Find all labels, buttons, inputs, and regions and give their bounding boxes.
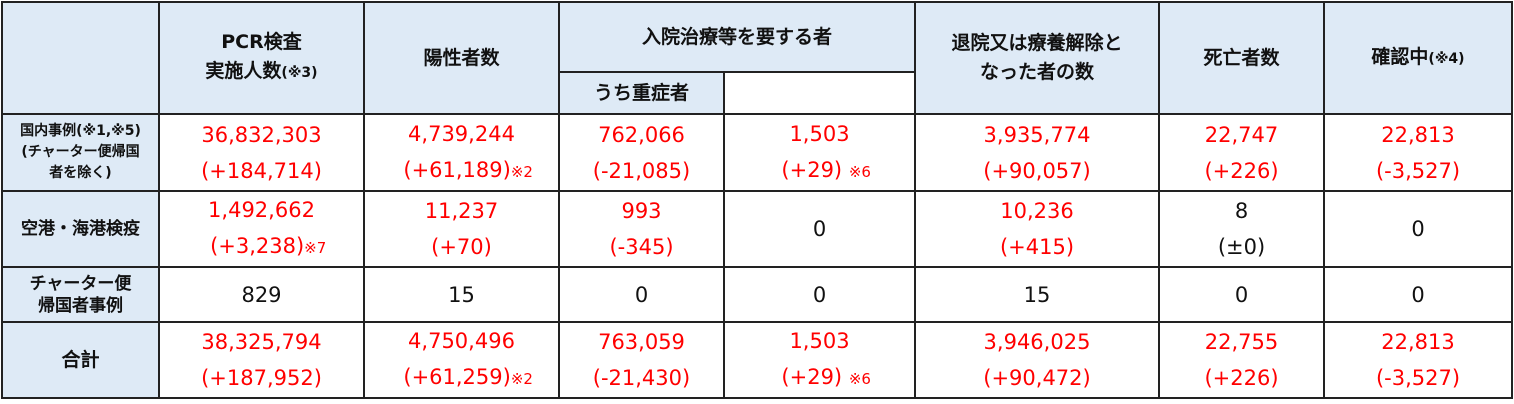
table-row-total: 合計 38,325,794 (+187,952) 4,750,496 (+61,2… bbox=[1, 321, 1513, 399]
cell-positive: 4,739,244 (+61,189)※2 bbox=[363, 113, 560, 192]
cell-hospital: 0 bbox=[558, 266, 725, 323]
cell-confirming: 0 bbox=[1323, 190, 1513, 268]
cell-pcr: 829 bbox=[158, 266, 365, 323]
cell-pcr: 1,492,662 (+3,238)※7 bbox=[158, 190, 365, 268]
cell-discharged: 3,946,025 (+90,472) bbox=[914, 321, 1160, 399]
cell-pcr: 36,832,303 (+184,714) bbox=[158, 113, 365, 192]
cell-hospital: 762,066 (-21,085) bbox=[558, 113, 725, 192]
cell-confirming: 22,813 (-3,527) bbox=[1323, 321, 1513, 399]
cell-pcr: 38,325,794 (+187,952) bbox=[158, 321, 365, 399]
cell-deaths: 22,747 (+226) bbox=[1158, 113, 1325, 192]
table-row-charter: チャーター便 帰国者事例 829 15 0 0 15 0 0 bbox=[1, 266, 1513, 323]
cell-confirming: 0 bbox=[1323, 266, 1513, 323]
table-row-quarantine: 空港・海港検疫 1,492,662 (+3,238)※7 11,237 (+70)… bbox=[1, 190, 1513, 268]
cell-confirming: 22,813 (-3,527) bbox=[1323, 113, 1513, 192]
cell-deaths: 0 bbox=[1158, 266, 1325, 323]
cell-severe: 1,503 (+29) ※6 bbox=[723, 321, 916, 399]
cell-deaths: 8 (±0) bbox=[1158, 190, 1325, 268]
cell-severe: 0 bbox=[723, 266, 916, 323]
header-confirming: 確認中(※4) bbox=[1323, 1, 1513, 115]
row-label: 国内事例(※1,※5) (チャーター便帰国 者を除く) bbox=[1, 113, 160, 192]
cell-positive: 15 bbox=[363, 266, 560, 323]
cell-discharged: 10,236 (+415) bbox=[914, 190, 1160, 268]
cell-positive: 4,750,496 (+61,259)※2 bbox=[363, 321, 560, 399]
cell-severe: 1,503 (+29) ※6 bbox=[723, 113, 916, 192]
header-positive: 陽性者数 bbox=[363, 1, 560, 115]
row-label: 合計 bbox=[1, 321, 160, 399]
corner-header bbox=[1, 1, 160, 115]
cell-positive: 11,237 (+70) bbox=[363, 190, 560, 268]
header-discharged: 退院又は療養解除と なった者の数 bbox=[914, 1, 1160, 115]
header-hospital: 入院治療等を要する者 bbox=[558, 1, 916, 73]
cell-discharged: 15 bbox=[914, 266, 1160, 323]
row-label: チャーター便 帰国者事例 bbox=[1, 266, 160, 323]
table-row-domestic: 国内事例(※1,※5) (チャーター便帰国 者を除く) 36,832,303 (+18… bbox=[1, 113, 1513, 192]
header-deaths: 死亡者数 bbox=[1158, 1, 1325, 115]
cell-severe: 0 bbox=[723, 190, 916, 268]
cell-hospital: 763,059 (-21,430) bbox=[558, 321, 725, 399]
header-severe: うち重症者 bbox=[558, 71, 725, 115]
cell-deaths: 22,755 (+226) bbox=[1158, 321, 1325, 399]
header-pcr: PCR検査 実施人数(※3) bbox=[158, 1, 365, 115]
cell-discharged: 3,935,774 (+90,057) bbox=[914, 113, 1160, 192]
cell-hospital: 993 (-345) bbox=[558, 190, 725, 268]
row-label: 空港・海港検疫 bbox=[1, 190, 160, 268]
